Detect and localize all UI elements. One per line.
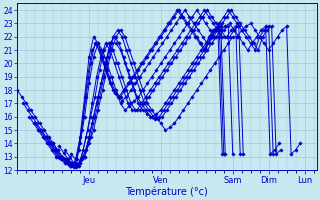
X-axis label: Température (°c): Température (°c) [125,186,208,197]
